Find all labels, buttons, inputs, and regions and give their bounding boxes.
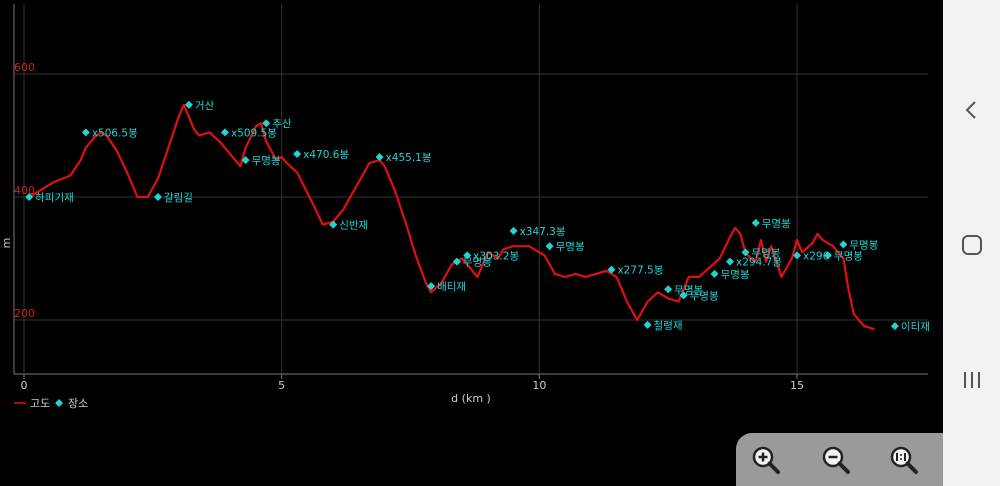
x-tick-label: 15 [790,379,804,392]
legend-diamond-swatch [55,399,63,407]
place-label: 갈림길 [164,191,193,204]
place-label: x277.5봉 [617,265,663,277]
elevation-line [28,103,875,331]
place-marker [452,257,461,266]
place-label: 이티재 [901,321,930,333]
place-marker [823,251,832,260]
place-marker [329,220,338,229]
place-label: 배티재 [437,281,466,293]
zoom-reset-icon [890,446,918,474]
place-marker [839,240,848,249]
x-tick-label: 0 [21,379,28,392]
place-marker [262,119,271,128]
chevron-left-icon [965,101,976,119]
place-marker [220,128,229,137]
place-marker [509,226,518,235]
x-axis-label: d (km ) [451,392,491,405]
elevation-chart[interactable]: 0 5 10 15 200 400 600 d (km ) m 하피기재 x506.5봉 갈림길 거산 x… [0,0,943,486]
y-axis-label: m [0,238,13,249]
place-label: 거산 [195,100,215,112]
three-bars-icon [963,372,980,388]
home-button[interactable] [943,220,1000,270]
place-marker [463,251,472,260]
place-label: x294.7봉 [736,257,782,269]
place-marker [726,257,735,266]
place-label: x303.2봉 [473,250,519,262]
place-marker [81,128,90,137]
system-nav-bar [943,0,1000,486]
place-marker [679,291,688,300]
place-marker [184,100,193,109]
legend-label: 고도 [30,397,50,410]
place-marker [153,193,162,201]
place-label: 무명봉 [252,155,281,167]
place-label: 무명봉 [834,250,863,262]
place-marker [664,285,673,294]
place-label: 무명봉 [762,218,791,230]
place-label: 신반재 [339,220,368,232]
x-tick-label: 10 [532,379,546,392]
place-marker [607,265,616,274]
zoom-out-button[interactable] [818,442,854,478]
circle-home-icon [961,235,982,255]
place-label: 하피기재 [35,191,74,204]
y-tick-label: 200 [14,307,35,320]
place-marker [643,320,652,329]
place-marker [751,218,760,227]
place-marker [25,193,34,201]
place-label: x470.6봉 [303,149,349,161]
place-label: 무명봉 [751,247,780,259]
place-marker [890,322,899,331]
x-tick-label: 5 [278,379,285,392]
place-label: 무명봉 [674,284,703,296]
place-marker [710,269,719,278]
place-label: 추산 [272,118,292,130]
place-marker [293,149,302,158]
place-label: 무명봉 [463,257,492,269]
place-marker [741,248,750,257]
back-button[interactable] [943,85,1000,135]
place-label: 무명봉 [690,290,719,302]
place-label: 무명봉 [849,239,878,251]
place-marker [793,251,801,260]
zoom-in-button[interactable] [748,442,784,478]
place-marker [545,242,554,251]
legend-label: 장소 [68,397,88,410]
place-label: 무명봉 [556,241,585,253]
y-tick-label: 600 [14,61,35,74]
place-label: 철령재 [654,320,683,332]
place-label: x347.3봉 [520,226,566,238]
zoom-out-icon [822,446,850,474]
zoom-in-icon [752,446,780,474]
place-label: x296 [803,250,830,262]
place-label: x509.5봉 [231,127,277,139]
place-label: 무명봉 [721,269,750,281]
place-label: x506.5봉 [92,127,138,139]
zoom-reset-button[interactable] [886,442,922,478]
place-marker [241,156,250,165]
place-label: x455.1봉 [386,152,432,164]
zoom-controls [736,433,943,486]
place-marker [427,282,436,291]
place-marker [375,153,384,162]
recents-button[interactable] [943,355,1000,405]
